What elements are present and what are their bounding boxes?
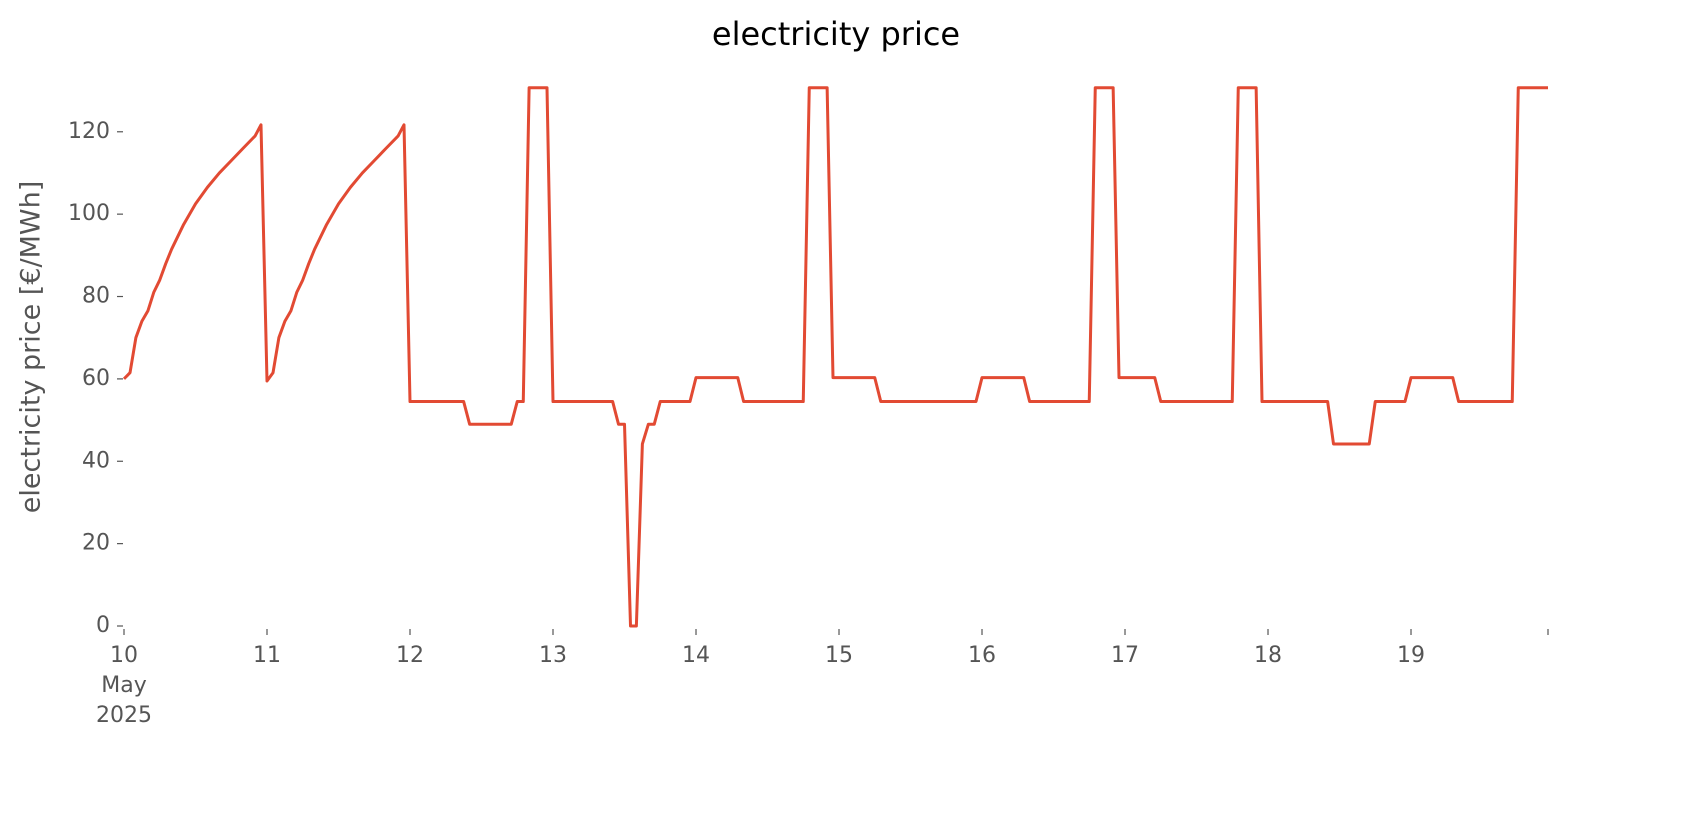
x-tick-label: 12: [396, 643, 424, 668]
y-tick-label: 120: [68, 119, 110, 144]
chart-title: electricity price: [712, 15, 960, 53]
line: [122, 86, 1548, 628]
y-tick-label: 40: [82, 448, 110, 473]
y-tick-label: 0: [96, 613, 110, 638]
x-tick-label: 19: [1397, 643, 1425, 668]
x-tick-label: 11: [253, 643, 281, 668]
y-tick-label: 60: [82, 366, 110, 391]
x-tick-label: 14: [682, 643, 710, 668]
x-tick-label: 10 May 2025: [96, 643, 152, 728]
y-axis-label: electricity price [€/MWh]: [16, 181, 47, 513]
y-tick-label: 100: [68, 201, 110, 226]
y-tick-label: 80: [82, 284, 110, 309]
x-tick-label: 17: [1111, 643, 1139, 668]
x-tick-label: 13: [539, 643, 567, 668]
x-tick-label: 18: [1254, 643, 1282, 668]
x-tick-label: 15: [825, 643, 853, 668]
x-tick-label: 16: [968, 643, 996, 668]
y-tick-label: 20: [82, 531, 110, 556]
